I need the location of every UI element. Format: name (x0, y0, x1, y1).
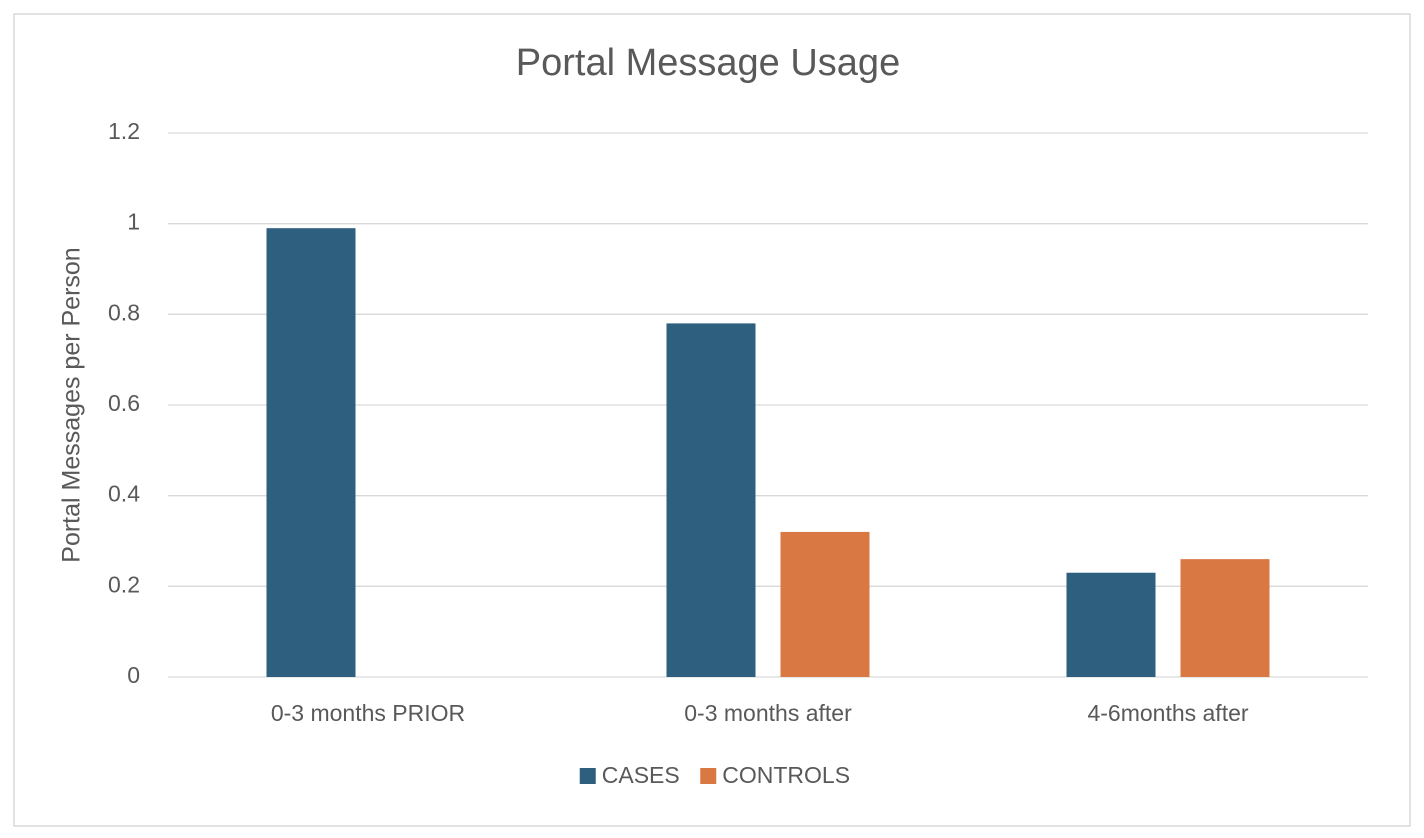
bar (666, 323, 756, 677)
bar (1066, 572, 1156, 677)
legend-label: CASES (602, 762, 680, 788)
legend-swatch (579, 768, 596, 784)
legend-label: CONTROLS (722, 762, 850, 788)
legend-swatch (700, 768, 717, 784)
y-tick-label: 0.6 (108, 390, 140, 416)
x-tick-label: 0-3 months PRIOR (271, 700, 465, 726)
y-tick-label: 0 (127, 662, 140, 688)
chart-title: Portal Message Usage (516, 42, 900, 84)
x-tick-label: 4-6months after (1087, 700, 1248, 726)
y-tick-label: 1 (127, 209, 140, 235)
bar (780, 531, 870, 677)
y-tick-label: 0.4 (108, 481, 140, 507)
y-tick-label: 0.2 (108, 571, 140, 597)
bar (1180, 559, 1270, 677)
y-tick-label: 0.8 (108, 299, 140, 325)
y-axis-label: Portal Messages per Person (58, 247, 86, 562)
y-tick-label: 1.2 (108, 118, 140, 144)
x-tick-label: 0-3 months after (684, 700, 852, 726)
bar (266, 228, 356, 677)
